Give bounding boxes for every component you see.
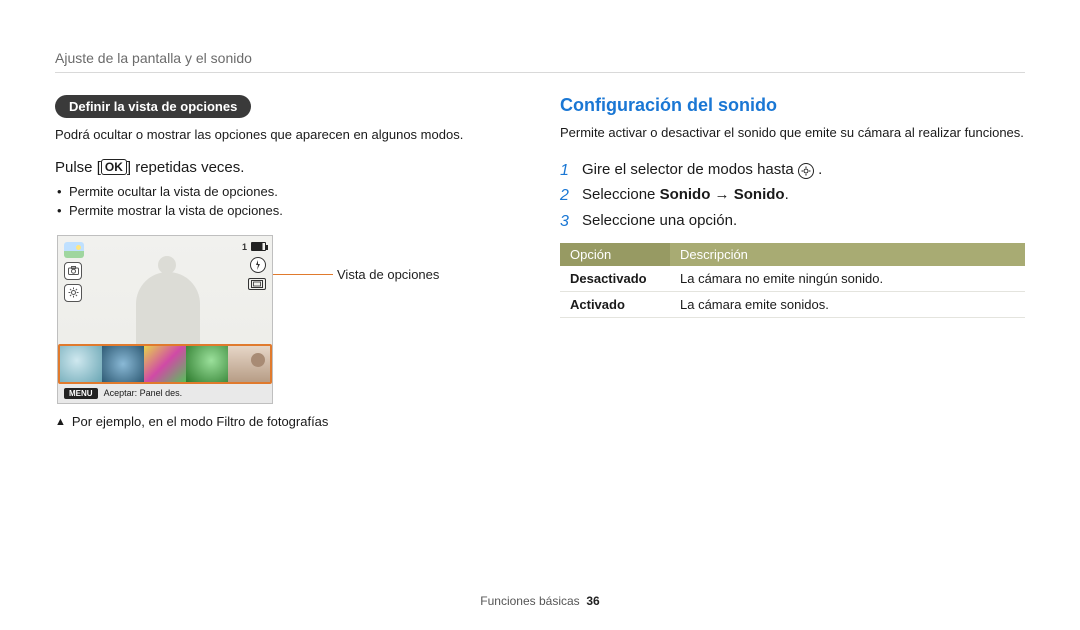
menu-chip: MENU	[64, 388, 98, 399]
callout-label: Vista de opciones	[337, 267, 439, 282]
cell-option: Activado	[560, 292, 670, 318]
triangle-up-icon: ▲	[55, 416, 66, 431]
table-row: Desactivado La cámara no emite ningún so…	[560, 266, 1025, 292]
right-column: Configuración del sonido Permite activar…	[560, 95, 1025, 429]
intro-text: Podrá ocultar o mostrar las opciones que…	[55, 126, 520, 145]
options-table: Opción Descripción Desactivado La cámara…	[560, 243, 1025, 318]
mode-dial-gear-icon	[798, 163, 814, 179]
step2-bold2: Sonido	[734, 186, 785, 203]
camera-screen-mock: 1	[57, 235, 273, 404]
right-icon-stack: 1	[242, 242, 266, 290]
arrow-right-icon: →	[710, 186, 733, 203]
step-item: 2 Seleccione Sonido → Sonido.	[560, 182, 1025, 208]
step-number: 2	[560, 182, 569, 209]
camera-preview-area: 1	[58, 236, 272, 344]
step2-bold1: Sonido	[660, 186, 711, 203]
col-header-option: Opción	[560, 243, 670, 266]
battery-icon	[251, 242, 266, 251]
aspect-icon	[248, 278, 266, 290]
filter-thumb	[60, 346, 102, 382]
step-number: 3	[560, 208, 569, 235]
header-title: Ajuste de la pantalla y el sonido	[55, 50, 252, 66]
cell-option: Desactivado	[560, 266, 670, 292]
left-column: Definir la vista de opciones Podrá ocult…	[55, 95, 520, 429]
callout-line	[273, 274, 333, 275]
cell-description: La cámara no emite ningún sonido.	[670, 266, 1025, 292]
step-list: 1 Gire el selector de modos hasta . 2 Se…	[560, 157, 1025, 234]
filter-thumb	[102, 346, 144, 382]
counter-number: 1	[242, 242, 247, 252]
person-silhouette-icon	[118, 244, 218, 344]
step-item: 1 Gire el selector de modos hasta .	[560, 157, 1025, 183]
footer-hint: Aceptar: Panel des.	[104, 388, 183, 398]
step2-pre: Seleccione	[582, 186, 660, 203]
filter-thumb	[186, 346, 228, 382]
step1-post: .	[814, 161, 822, 178]
step3-text: Seleccione una opción.	[582, 212, 737, 229]
sound-heading: Configuración del sonido	[560, 95, 1025, 116]
step-number: 1	[560, 157, 569, 184]
photo-thumb-icon	[64, 242, 84, 258]
ok-icon: OK	[101, 159, 127, 175]
filter-thumb	[144, 346, 186, 382]
press-ok-instruction: Pulse [OK] repetidas veces.	[55, 159, 520, 176]
content-columns: Definir la vista de opciones Podrá ocult…	[55, 95, 1025, 429]
bullet-item: Permite ocultar la vista de opciones.	[55, 182, 520, 202]
page-footer: Funciones básicas 36	[0, 594, 1080, 608]
camera-illustration-row: 1	[55, 235, 520, 404]
cell-description: La cámara emite sonidos.	[670, 292, 1025, 318]
instr-post: ] repetidas veces.	[127, 159, 245, 176]
bullet-list: Permite ocultar la vista de opciones. Pe…	[55, 182, 520, 221]
example-caption: ▲ Por ejemplo, en el modo Filtro de foto…	[55, 414, 520, 429]
camera-mode-icon	[64, 262, 82, 280]
section-pill: Definir la vista de opciones	[55, 95, 251, 118]
flash-icon	[250, 257, 266, 273]
page-number: 36	[586, 594, 599, 608]
settings-gear-icon	[64, 284, 82, 302]
filter-thumb	[228, 346, 270, 382]
left-icon-stack	[64, 242, 84, 302]
sound-intro: Permite activar o desactivar el sonido q…	[560, 124, 1025, 143]
options-thumbnail-strip	[58, 344, 272, 384]
caption-text: Por ejemplo, en el modo Filtro de fotogr…	[72, 414, 329, 429]
footer-section: Funciones básicas	[480, 594, 579, 608]
status-bar: 1	[242, 242, 266, 252]
step-item: 3 Seleccione una opción.	[560, 208, 1025, 234]
table-header-row: Opción Descripción	[560, 243, 1025, 266]
step2-post: .	[785, 186, 789, 203]
camera-footer-bar: MENU Aceptar: Panel des.	[58, 384, 272, 403]
table-row: Activado La cámara emite sonidos.	[560, 292, 1025, 318]
instr-pre: Pulse [	[55, 159, 101, 176]
page-header: Ajuste de la pantalla y el sonido	[55, 50, 1025, 73]
bullet-item: Permite mostrar la vista de opciones.	[55, 201, 520, 221]
col-header-description: Descripción	[670, 243, 1025, 266]
step1-pre: Gire el selector de modos hasta	[582, 161, 798, 178]
